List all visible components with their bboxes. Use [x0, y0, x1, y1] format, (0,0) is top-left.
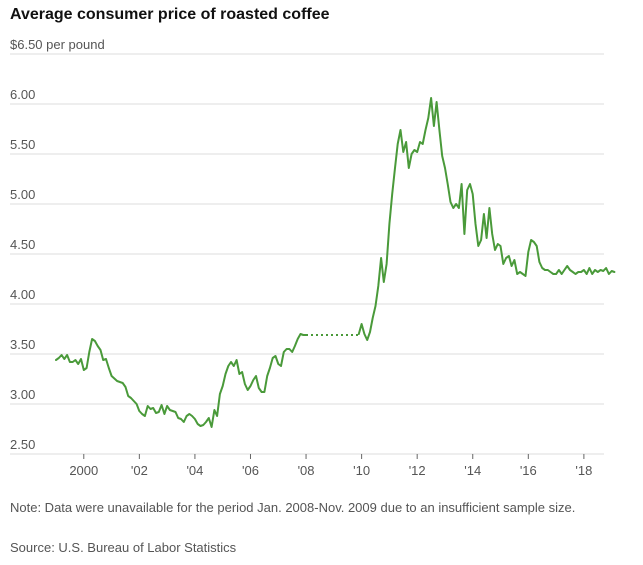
chart-note: Note: Data were unavailable for the peri… [10, 500, 576, 515]
x-tick-label: '14 [464, 463, 481, 478]
series-line-after-gap [357, 97, 616, 341]
chart-title: Average consumer price of roasted coffee [10, 6, 330, 23]
y-tick-label: 4.00 [10, 287, 35, 302]
line-chart: $6.50 per pound 6.00 5.50 5.00 4.50 4.00 3.50 3… [10, 37, 616, 478]
x-tick-label: '04 [186, 463, 203, 478]
x-tick-label: 2000 [69, 463, 98, 478]
y-tick-label: 6.00 [10, 87, 35, 102]
y-tick-label: 3.50 [10, 337, 35, 352]
y-tick-label: 3.00 [10, 387, 35, 402]
x-tick-label: '06 [242, 463, 259, 478]
y-tick-label: 5.50 [10, 137, 35, 152]
y-axis-tick-labels: $6.50 per pound 6.00 5.50 5.00 4.50 4.00 3.50 3… [10, 37, 105, 452]
x-tick-label: '10 [353, 463, 370, 478]
gridlines [10, 53, 604, 455]
y-tick-label: 2.50 [10, 437, 35, 452]
data-series [55, 97, 616, 428]
chart-source: Source: U.S. Bureau of Labor Statistics [10, 540, 237, 555]
series-line-before-gap [55, 333, 307, 428]
x-tick-label: '08 [298, 463, 315, 478]
y-tick-label: $6.50 per pound [10, 37, 105, 52]
x-axis-tick-labels: 2000 '02 '04 '06 '08 '10 '12 '14 '16 '18 [69, 454, 592, 478]
x-tick-label: '12 [409, 463, 426, 478]
x-tick-label: '02 [131, 463, 148, 478]
x-tick-label: '18 [575, 463, 592, 478]
y-tick-label: 5.00 [10, 187, 35, 202]
x-tick-label: '16 [520, 463, 537, 478]
y-tick-label: 4.50 [10, 237, 35, 252]
